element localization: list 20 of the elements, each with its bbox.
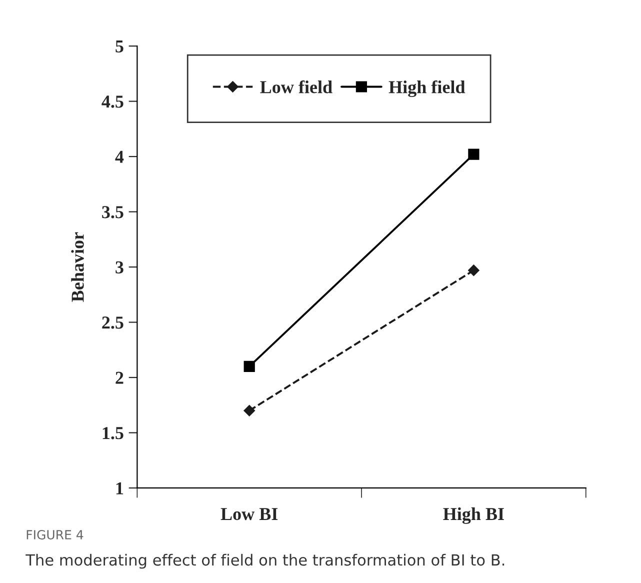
y-tick-label: 1 xyxy=(116,482,124,494)
y-tick-label: 3.5 xyxy=(102,206,124,218)
y-tick-label: 4.5 xyxy=(102,96,124,108)
caption: FIGURE 4 xyxy=(26,530,84,540)
legend-label: High field xyxy=(388,80,466,98)
point xyxy=(244,405,255,416)
y-tick-label: 4 xyxy=(115,150,124,163)
text: The moderating effect of field on the transformation of BI to B. xyxy=(26,554,504,569)
y-tick-label: 1.5 xyxy=(102,427,124,440)
y-axis-title: Behavior xyxy=(71,232,84,302)
y-tick-label: 2.5 xyxy=(102,316,124,329)
y-tick-label: 2 xyxy=(116,372,124,384)
point xyxy=(468,148,480,160)
point xyxy=(244,360,255,372)
x-tick-label: Low BI xyxy=(220,508,278,520)
y-tick-label: 5 xyxy=(116,40,124,52)
legend-label: Low field xyxy=(260,80,332,94)
y-tick-label: 3 xyxy=(116,261,124,274)
point xyxy=(468,264,480,276)
x-tick-label: High BI xyxy=(443,507,504,524)
